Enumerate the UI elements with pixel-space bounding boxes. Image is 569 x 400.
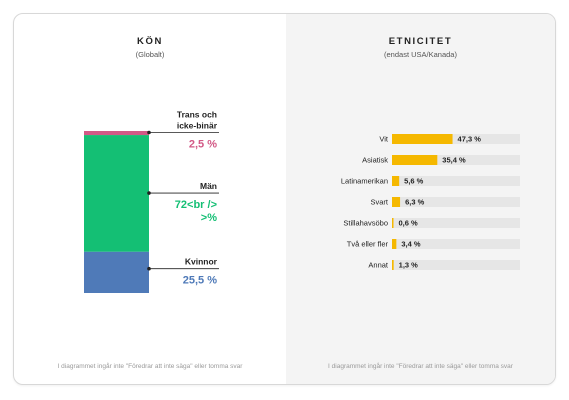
ethnicity-track-2 bbox=[392, 176, 520, 186]
gender-value-2-line-0: 2,5 % bbox=[189, 139, 217, 151]
ethnicity-bar-3 bbox=[392, 197, 401, 207]
charts-svg: Kvinnor 25,5 % Män 72<br />>% Trans ochicke-… bbox=[84, 110, 520, 293]
gender-segment-2 bbox=[84, 131, 149, 136]
gender-leader-dot-0 bbox=[147, 266, 151, 271]
ethnicity-panel-subtitle: (endast USA/Kanada) bbox=[384, 50, 457, 59]
gender-value-1-line-1: >% bbox=[201, 212, 217, 224]
ethnicity-bar-2 bbox=[392, 176, 400, 186]
gender-leader-dot-2 bbox=[147, 130, 151, 135]
gender-leader-dot-1 bbox=[147, 191, 151, 195]
ethnicity-category-label-3: Svart bbox=[370, 198, 388, 207]
gender-value-1-line-0: 72<br /> bbox=[175, 199, 217, 211]
ethnicity-track-3 bbox=[392, 197, 520, 207]
ethnicity-track-0 bbox=[392, 134, 520, 144]
ethnicity-category-label-4: Stillahavsöbo bbox=[343, 219, 388, 228]
ethnicity-value-label-2: 5,6 % bbox=[404, 177, 424, 186]
gender-label-2-line-1: icke-binär bbox=[177, 121, 218, 131]
gender-value-0-line-0: 25,5 % bbox=[183, 275, 217, 287]
ethnicity-value-label-0: 47,3 % bbox=[458, 135, 482, 144]
ethnicity-panel-title: ETNICITET bbox=[388, 36, 453, 47]
ethnicity-category-label-5: Två eller fler bbox=[347, 240, 389, 249]
ethnicity-footnote: I diagrammet ingår inte "Föredrar att in… bbox=[328, 363, 513, 370]
gender-label-0-line-0: Kvinnor bbox=[185, 257, 218, 267]
ethnicity-track-6 bbox=[392, 260, 520, 270]
ethnicity-bar-6 bbox=[392, 260, 394, 270]
gender-footnote: I diagrammet ingår inte "Föredrar att in… bbox=[57, 363, 243, 370]
ethnicity-value-label-6: 1,3 % bbox=[399, 261, 419, 270]
ethnicity-value-label-5: 3,4 % bbox=[401, 240, 421, 249]
ethnicity-track-5 bbox=[392, 239, 520, 249]
ethnicity-track-4 bbox=[392, 218, 520, 228]
gender-label-1-line-0: Män bbox=[200, 181, 217, 191]
gender-segment-1 bbox=[84, 135, 149, 252]
ethnicity-bar-0 bbox=[392, 134, 453, 144]
ethnicity-category-label-2: Latinamerikan bbox=[341, 177, 388, 186]
ethnicity-category-label-1: Asiatisk bbox=[362, 156, 388, 165]
gender-label-2-line-0: Trans och bbox=[177, 110, 217, 120]
ethnicity-value-label-1: 35,4 % bbox=[442, 156, 466, 165]
ethnicity-category-label-6: Annat bbox=[368, 261, 389, 270]
ethnicity-value-label-4: 0,6 % bbox=[399, 219, 419, 228]
ethnicity-category-label-0: Vit bbox=[379, 135, 389, 144]
gender-panel-subtitle: (Globalt) bbox=[135, 50, 165, 59]
ethnicity-value-label-3: 6,3 % bbox=[405, 198, 425, 207]
ethnicity-bar-5 bbox=[392, 239, 397, 249]
gender-panel-title: KÖN bbox=[137, 36, 163, 47]
survey-card: KÖN (Globalt) ETNICITET (endast USA/Kana… bbox=[13, 13, 556, 385]
ethnicity-bar-1 bbox=[392, 155, 438, 165]
ethnicity-bar-4 bbox=[392, 218, 394, 228]
gender-segment-0 bbox=[84, 251, 149, 293]
ethnicity-track-1 bbox=[392, 155, 520, 165]
